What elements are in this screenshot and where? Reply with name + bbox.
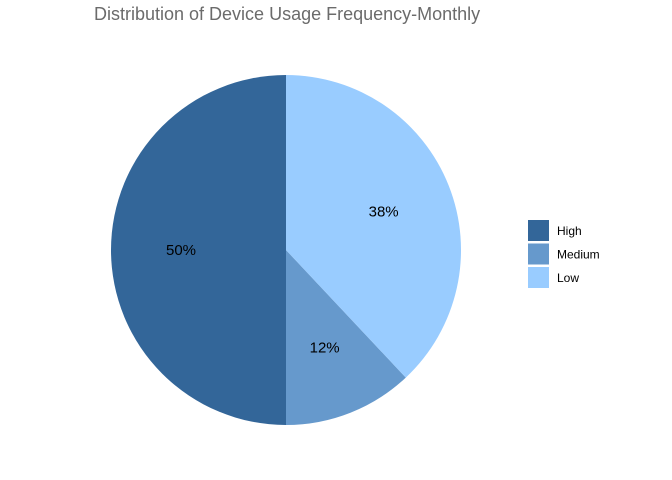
slice-label-high: 50% <box>166 242 196 259</box>
legend-label-high: High <box>557 224 582 238</box>
legend-label-medium: Medium <box>557 248 600 262</box>
pie-slice-medium <box>286 250 406 425</box>
legend-swatch-medium <box>528 243 549 265</box>
slice-label-medium: 12% <box>310 340 340 357</box>
pie-slice-low <box>286 74 462 378</box>
legend-swatch-low <box>528 267 549 288</box>
legend-label-low: Low <box>557 271 579 285</box>
pie-slice-labels: 50% 12% 38% <box>166 203 399 356</box>
legend: High Medium Low <box>528 220 600 288</box>
pie-slices <box>111 74 462 425</box>
pie-slice-high <box>111 75 286 425</box>
legend-swatch-high <box>528 220 549 241</box>
chart-title: Distribution of Device Usage Frequency-M… <box>94 4 480 24</box>
slice-label-low: 38% <box>369 203 399 220</box>
